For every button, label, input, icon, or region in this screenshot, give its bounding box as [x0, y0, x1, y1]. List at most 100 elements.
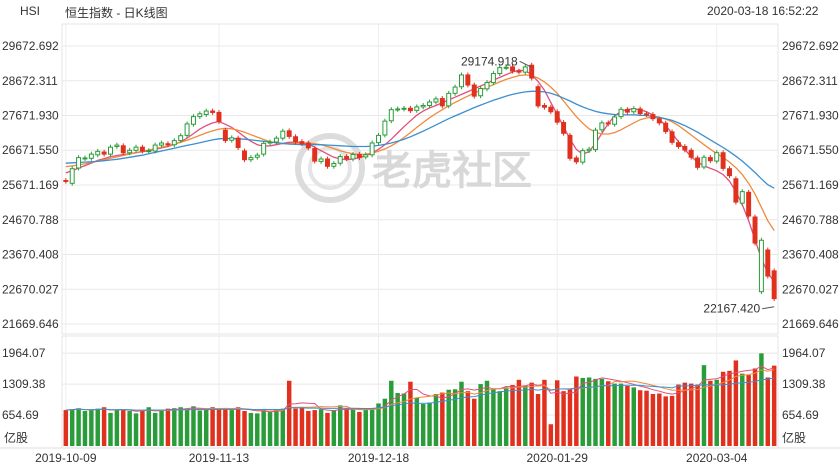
candle-down [682, 145, 688, 151]
candle-up [350, 153, 356, 160]
candle-down [695, 157, 701, 168]
volume-bar-down [542, 379, 547, 446]
candle-down [669, 131, 675, 143]
volume-bar-down [529, 382, 534, 446]
volume-bar-up [401, 393, 407, 446]
candle-down [286, 130, 292, 137]
candle-up [159, 142, 165, 146]
volume-bar-up [76, 408, 81, 446]
candle-up [420, 104, 426, 108]
volume-bar-down [140, 410, 145, 446]
candle-down [561, 122, 567, 134]
candle-up [114, 144, 120, 147]
candle-down [548, 106, 554, 113]
candle-up [280, 130, 286, 139]
volume-tick-left: 1964.07 [2, 346, 46, 360]
candle-up [197, 113, 203, 118]
volume-bar-up [159, 409, 164, 446]
price-tick-left: 22670.027 [2, 282, 59, 296]
candle-down [216, 111, 222, 122]
candle-up [331, 163, 337, 167]
price-tick-left: 29672.692 [2, 39, 59, 53]
volume-bar-up [127, 411, 132, 446]
candle-down [656, 118, 662, 124]
candle-up [152, 144, 158, 152]
candle-down [605, 122, 611, 125]
volume-ma-line [65, 369, 775, 412]
volume-bar-down [657, 393, 662, 446]
volume-bar-up [714, 379, 719, 446]
candle-up [88, 153, 94, 159]
volume-bar-down [669, 395, 675, 446]
candle-down [707, 157, 713, 162]
volume-bar-up [382, 398, 388, 446]
candle-up [714, 152, 720, 162]
candle-up [599, 122, 605, 131]
candle-up [446, 92, 452, 107]
candle-down [407, 107, 413, 112]
candle-down [344, 156, 350, 160]
volume-bar-down [708, 380, 713, 446]
candle-down [471, 84, 477, 97]
price-tick-right: 23670.408 [782, 247, 839, 261]
volume-bar-down [293, 408, 298, 446]
volume-bar-up [89, 410, 94, 446]
annotation-leader [519, 60, 532, 68]
candle-up [229, 137, 235, 141]
volume-bar-up [593, 378, 598, 446]
volume-bar-up [599, 378, 605, 446]
volume-bar-down [210, 407, 215, 446]
annotation-leader [762, 306, 775, 310]
volume-bar-down [408, 381, 413, 446]
candle-down [165, 143, 171, 146]
candle-up [76, 157, 82, 169]
volume-tick-right: 1964.07 [782, 346, 826, 360]
volume-bar-up [701, 365, 707, 446]
candle-down [356, 153, 362, 159]
volume-bar-down [765, 377, 771, 446]
candle-up [146, 150, 152, 153]
volume-bar-up [580, 377, 585, 446]
candle-down [120, 145, 126, 154]
candle-down [465, 74, 471, 86]
volume-bar-up [108, 412, 113, 446]
volume-bar-up [178, 407, 183, 446]
candle-down [720, 152, 726, 169]
volume-bar-down [554, 380, 560, 446]
candle-up [497, 67, 503, 75]
candle-down [510, 66, 516, 72]
candle-up [388, 109, 394, 122]
candle-up [363, 154, 369, 158]
date-tick-label: 2020-03-04 [686, 451, 748, 465]
candle-up [376, 134, 381, 144]
date-tick-label: 2020-01-29 [527, 451, 589, 465]
volume-bar-down [727, 370, 732, 446]
price-tick-right: 24670.788 [782, 213, 839, 227]
volume-bar-up [740, 373, 745, 446]
price-tick-right: 25671.169 [782, 178, 839, 192]
volume-bar-down [567, 389, 573, 446]
volume-bar-down [306, 411, 311, 446]
candle-down [675, 142, 681, 147]
price-tick-left: 25671.169 [2, 178, 59, 192]
volume-bar-up [172, 408, 177, 446]
date-tick-label: 2019-12-18 [348, 451, 410, 465]
candle-up [459, 74, 464, 88]
candle-up [433, 98, 439, 103]
volume-bar-up [82, 411, 88, 446]
price-tick-right: 27671.930 [782, 109, 839, 123]
candle-down [235, 137, 241, 149]
timestamp: 2020-03-18 16:52:22 [707, 4, 819, 18]
candle-down [516, 70, 522, 73]
volume-bar-up [420, 403, 426, 446]
volume-bar-up [759, 353, 764, 446]
price-tick-left: 23670.408 [2, 247, 59, 261]
candle-down [746, 191, 752, 217]
volume-bar-down [535, 394, 541, 446]
volume-bar-down [695, 384, 700, 446]
price-tick-right: 22670.027 [782, 282, 839, 296]
volume-bar-up [523, 385, 528, 446]
volume-bar-up [184, 409, 190, 446]
volume-bar-down [771, 365, 777, 446]
